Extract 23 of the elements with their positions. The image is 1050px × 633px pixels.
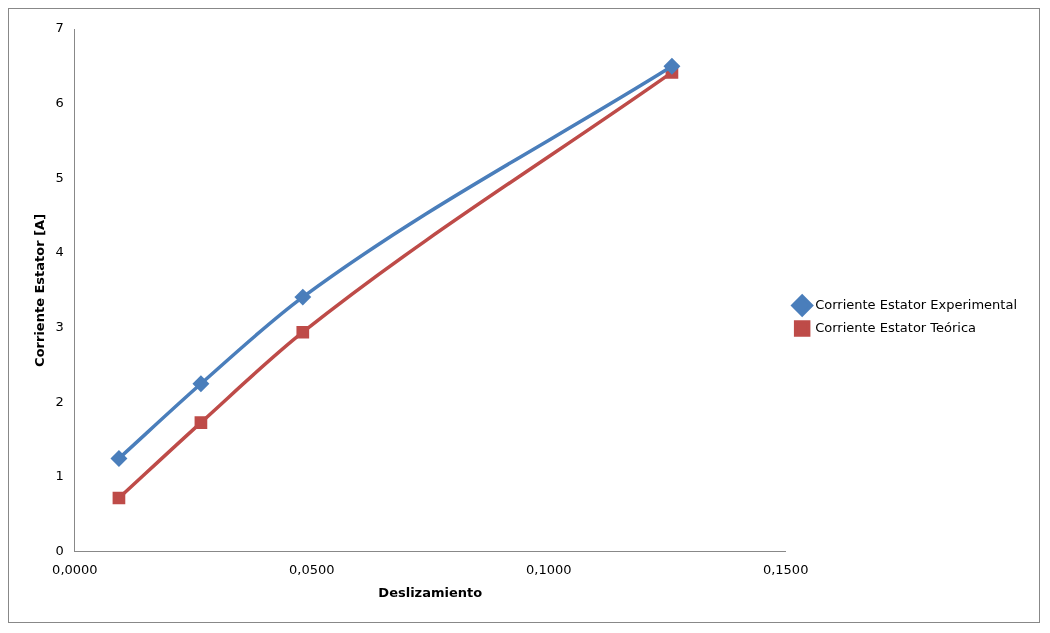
y-tick-label: 5 <box>55 169 64 185</box>
point <box>111 450 127 467</box>
legend-label: Corriente Estator Experimental <box>815 296 1018 312</box>
point <box>193 376 209 392</box>
y-tick-label: 1 <box>55 468 64 484</box>
y-tick-label: 0 <box>55 543 64 559</box>
y-tick-label: 4 <box>55 244 64 260</box>
y-tick-label: 2 <box>55 393 64 409</box>
x-axis-title: Deslizamiento <box>378 584 483 600</box>
point <box>296 325 310 339</box>
x-tick-label: 0,0000 <box>52 561 98 577</box>
point <box>112 491 126 505</box>
point <box>295 289 311 305</box>
point <box>664 58 680 75</box>
y-axis-title: Corriente Estator [A] <box>32 213 48 367</box>
x-tick-label: 0,1000 <box>525 561 572 577</box>
y-tick-label: 7 <box>55 20 64 36</box>
x-tick-label: 0,1500 <box>762 561 809 577</box>
legend-label: Corriente Estator Teórica <box>815 319 977 335</box>
y-tick-label: 3 <box>55 319 64 335</box>
y-tick-label: 6 <box>55 95 64 111</box>
x-tick-label: 0,0500 <box>289 561 335 577</box>
point <box>194 416 208 429</box>
